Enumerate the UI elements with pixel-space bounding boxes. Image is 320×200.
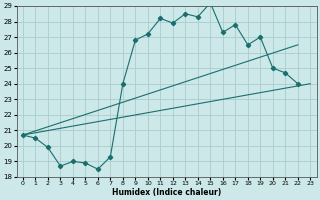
X-axis label: Humidex (Indice chaleur): Humidex (Indice chaleur) — [112, 188, 221, 197]
